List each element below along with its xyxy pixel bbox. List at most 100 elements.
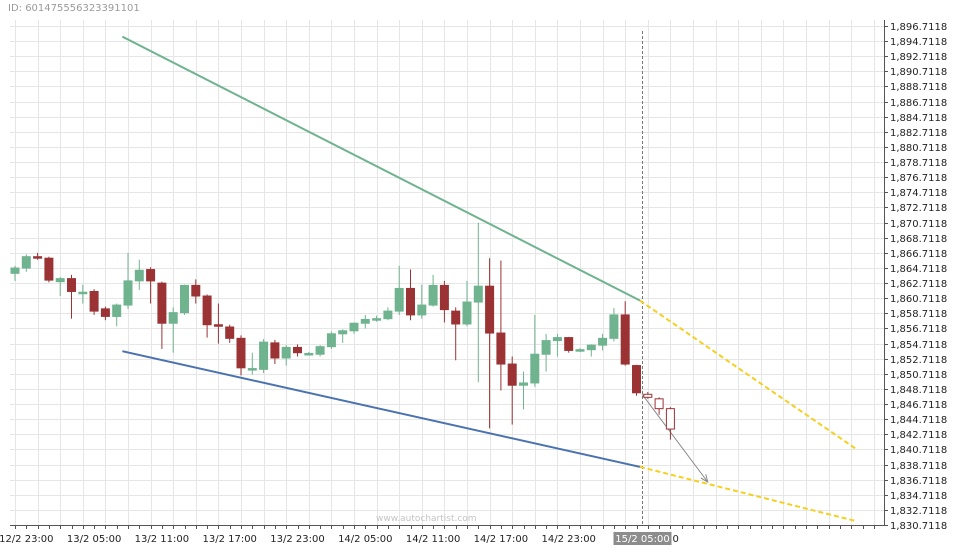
candle-body	[473, 285, 483, 303]
bullish-candle	[609, 308, 619, 342]
candle-body	[462, 301, 472, 325]
bullish-candle	[281, 345, 291, 366]
support-line	[122, 350, 641, 468]
candle-body	[33, 256, 43, 259]
y-tick-label: 1,844.7118	[890, 415, 947, 426]
candle-body	[168, 312, 178, 324]
candle-body	[451, 310, 461, 325]
x-tick-label: 14/2 17:00	[474, 534, 528, 545]
bearish-candle	[507, 356, 517, 425]
bullish-candle	[259, 339, 269, 374]
y-tick-label: 1,862.7118	[890, 279, 947, 290]
bullish-candle	[575, 348, 585, 352]
candle-body	[552, 337, 562, 342]
bearish-candle	[496, 260, 506, 391]
candle-body	[100, 308, 110, 317]
candle-body	[191, 284, 201, 297]
y-tick-label: 1,856.7118	[890, 324, 947, 335]
candle-body	[586, 344, 596, 351]
bearish-candle	[225, 324, 235, 343]
candle-body	[530, 353, 540, 384]
bullish-candle	[338, 329, 348, 343]
y-tick-label: 1,836.7118	[890, 476, 947, 487]
x-tick-label: 14/2 11:00	[406, 534, 460, 545]
candle-body	[417, 304, 427, 316]
y-tick-label: 1,884.7118	[890, 113, 947, 124]
bullish-candle	[10, 265, 20, 281]
bearish-candle	[157, 281, 167, 349]
forecast-candle	[665, 407, 675, 440]
candle-body	[632, 365, 641, 394]
current-time-label: 15/2 05:00	[615, 534, 669, 545]
candle-body	[654, 398, 664, 410]
candle-body	[439, 284, 449, 311]
y-tick-label: 1,890.7118	[890, 67, 947, 78]
bearish-candle	[406, 269, 415, 321]
bullish-candle	[462, 280, 472, 327]
x-tick-label: 13/2 17:00	[202, 534, 256, 545]
candle-body	[123, 280, 133, 306]
candle-body	[394, 287, 404, 312]
candle-body	[360, 318, 370, 324]
bullish-candle	[473, 222, 483, 383]
candle-body	[134, 269, 144, 282]
candle-body	[259, 341, 269, 370]
bearish-candle	[67, 274, 76, 319]
candle-body	[44, 257, 54, 281]
y-tick-label: 1,874.7118	[890, 188, 947, 199]
y-tick-label: 1,834.7118	[890, 491, 947, 502]
forecast-arrow-line	[641, 393, 709, 483]
candle-body	[349, 322, 359, 332]
bearish-candle	[632, 364, 641, 396]
bullish-candle	[168, 307, 178, 353]
y-tick-label: 1,882.7118	[890, 128, 947, 139]
y-tick-label: 1,852.7118	[890, 355, 947, 366]
bearish-candle	[236, 335, 246, 376]
y-tick-label: 1,870.7118	[890, 219, 947, 230]
bullish-candle	[519, 371, 528, 410]
y-tick-label: 1,854.7118	[890, 340, 947, 351]
bearish-candle	[44, 256, 54, 283]
candle-body	[67, 278, 76, 292]
y-tick-label: 1,888.7118	[890, 82, 947, 93]
candle-body	[112, 304, 122, 317]
candle-body	[293, 346, 302, 354]
y-tick-label: 1,876.7118	[890, 173, 947, 184]
pattern-lines	[121, 35, 858, 523]
y-tick-label: 1,842.7118	[890, 430, 947, 441]
watermark: www.autochartist.com	[376, 514, 477, 524]
bullish-candle	[360, 314, 370, 329]
y-tick-label: 1,832.7118	[890, 506, 947, 517]
bullish-candle	[586, 344, 596, 357]
bearish-candle	[270, 339, 280, 365]
y-tick-label: 1,880.7118	[890, 143, 947, 154]
bullish-candle	[530, 314, 540, 387]
forecast-candle	[654, 397, 664, 415]
y-tick-label: 1,846.7118	[890, 400, 947, 411]
candle-body	[428, 284, 438, 306]
bearish-candle	[564, 336, 574, 353]
bullish-candle	[552, 333, 562, 357]
x-tick-label: 14/2 05:00	[338, 534, 392, 545]
candle-body	[146, 269, 156, 282]
x-tick-label: 13/2 23:00	[270, 534, 324, 545]
x-tick-label: 13/2 11:00	[135, 534, 189, 545]
y-tick-label: 1,864.7118	[890, 264, 947, 275]
candle-body	[665, 408, 675, 430]
candle-body	[575, 349, 585, 352]
y-tick-label: 1,894.7118	[890, 37, 947, 48]
bullish-candle	[123, 252, 133, 309]
candle-body	[372, 318, 382, 321]
candle-body	[78, 291, 88, 295]
resistance-projection	[639, 299, 858, 451]
bullish-candle	[78, 284, 88, 304]
candle-body	[281, 346, 291, 359]
y-tick-label: 1,860.7118	[890, 294, 947, 305]
candle-body	[598, 337, 608, 346]
candle-body	[496, 332, 506, 365]
candle-body	[270, 342, 280, 359]
candle-body	[236, 337, 246, 369]
bullish-candle	[247, 352, 257, 375]
support-projection	[639, 465, 858, 523]
y-tick-label: 1,858.7118	[890, 309, 947, 320]
